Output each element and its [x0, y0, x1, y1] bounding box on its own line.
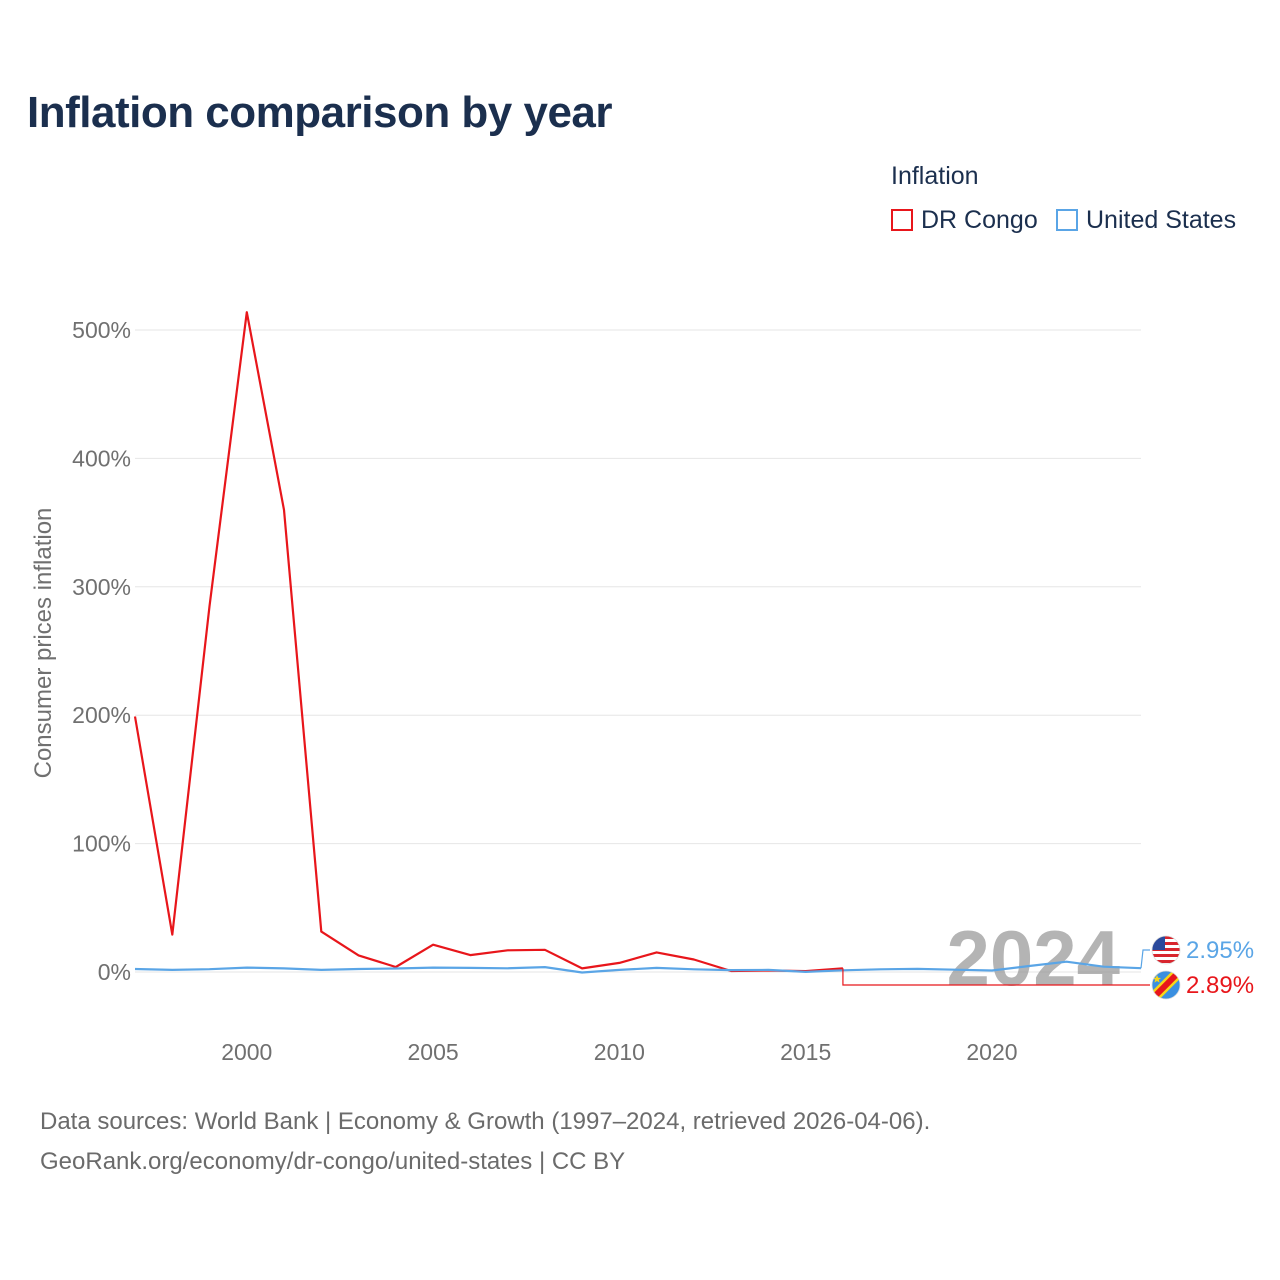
- y-tick-label: 300%: [72, 574, 131, 600]
- dr-congo-flag-icon: [1151, 970, 1181, 1000]
- us-flag-icon: [1151, 935, 1181, 965]
- y-tick-label: 400%: [72, 445, 131, 471]
- y-tick-label: 200%: [72, 702, 131, 728]
- legend-label-united-states: United States: [1086, 205, 1237, 234]
- page-title: Inflation comparison by year: [27, 88, 613, 137]
- legend-item-united-states[interactable]: United States: [1056, 205, 1236, 235]
- legend-item-dr-congo[interactable]: DR Congo: [891, 205, 1038, 235]
- year-watermark: 2024: [946, 914, 1120, 1002]
- x-tick-label: 2020: [966, 1039, 1017, 1065]
- footer-sources: Data sources: World Bank | Economy & Gro…: [40, 1108, 931, 1135]
- x-tick-label: 2005: [407, 1039, 458, 1065]
- legend-label-dr-congo: DR Congo: [921, 205, 1038, 234]
- y-tick-label: 500%: [72, 317, 131, 343]
- end-label-united-states: 2.95%: [1186, 937, 1254, 964]
- legend-swatch-united-states: [1056, 209, 1078, 231]
- y-axis-label: Consumer prices inflation: [30, 508, 57, 779]
- grid-layer: [135, 329, 1141, 973]
- connector-united-states: [1140, 949, 1150, 969]
- series-line-united-states[interactable]: [134, 960, 1142, 974]
- y-tick-label: 100%: [72, 831, 131, 857]
- footer-link[interactable]: GeoRank.org/economy/dr-congo/united-stat…: [40, 1148, 626, 1175]
- end-labels: 2.95% 2.89%: [1151, 935, 1254, 1000]
- legend-swatch-dr-congo: [891, 209, 913, 231]
- y-tick-label: 0%: [98, 959, 131, 985]
- legend-title: Inflation: [891, 162, 979, 190]
- y-tick-labels: 0% 100% 200% 300% 400% 500%: [72, 317, 131, 985]
- x-tick-label: 2010: [594, 1039, 645, 1065]
- x-tick-label: 2015: [780, 1039, 831, 1065]
- x-tick-labels: 2000 2005 2010 2015 2020: [221, 1039, 1017, 1065]
- end-label-dr-congo: 2.89%: [1186, 972, 1254, 999]
- x-tick-label: 2000: [221, 1039, 272, 1065]
- series-layer: [134, 312, 1150, 986]
- connector-dr-congo: [842, 968, 1150, 986]
- series-line-dr-congo[interactable]: [135, 312, 1141, 971]
